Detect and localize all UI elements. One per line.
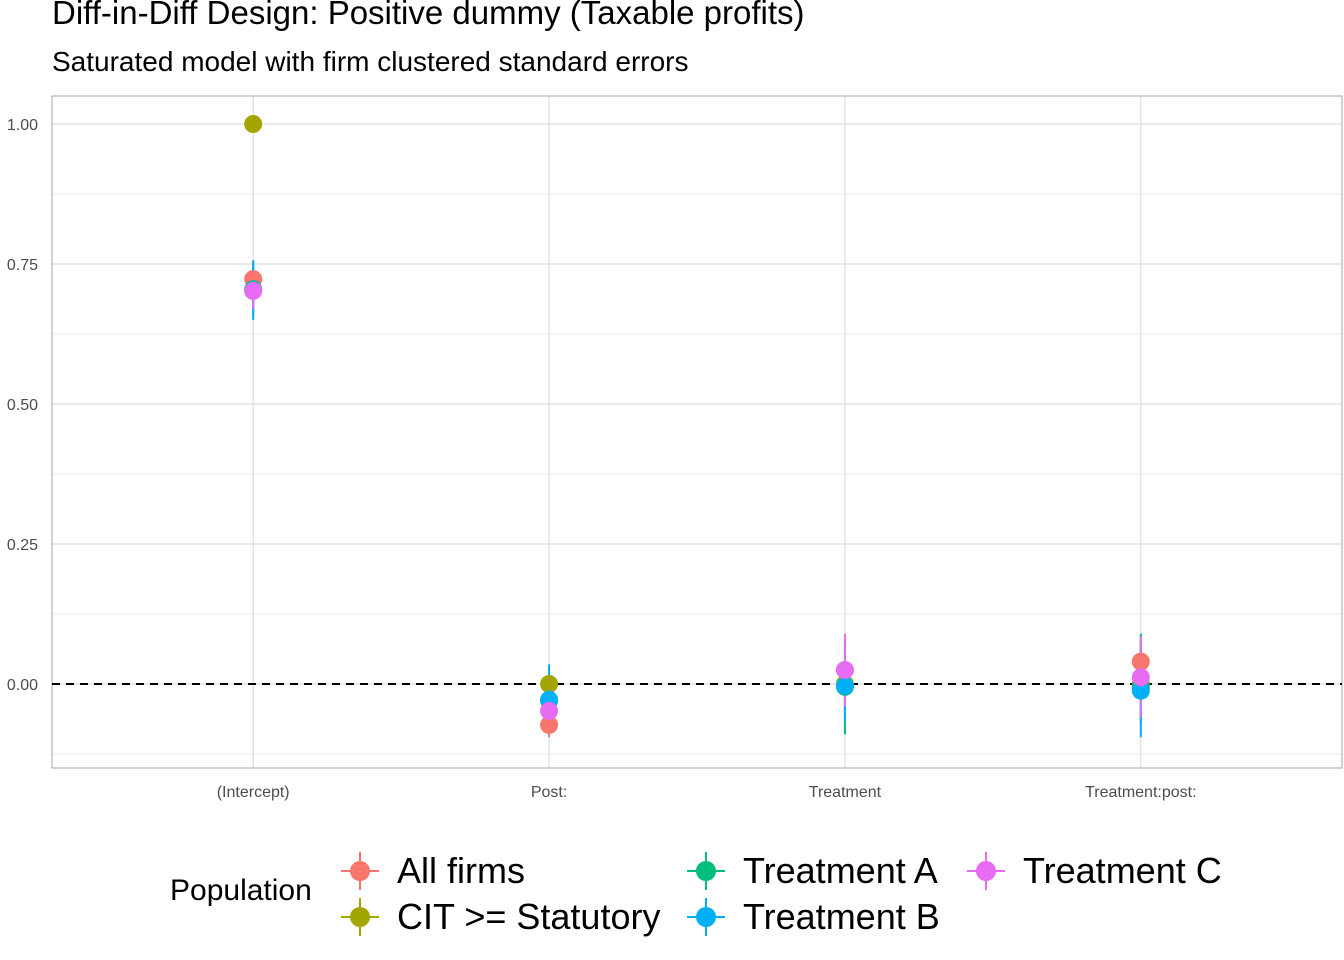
legend-title: Population <box>170 874 312 907</box>
y-tick-label: 0.75 <box>7 257 38 274</box>
data-point-cit-statutory <box>540 675 559 693</box>
legend-key-all-firms <box>341 852 379 890</box>
y-tick-label: 1.00 <box>7 117 38 134</box>
legend-item-treatment-c: Treatment C <box>963 848 1222 894</box>
legend-item-cit-statutory: CIT >= Statutory <box>337 894 660 940</box>
legend-item-all-firms: All firms <box>337 848 525 894</box>
data-point-treatment-c <box>540 701 559 720</box>
legend-key-treatment-a <box>687 852 725 890</box>
data-point-treatment-b <box>1131 681 1150 700</box>
legend-label-treatment-a: Treatment A <box>743 850 938 891</box>
y-tick-label: 0.25 <box>7 537 38 554</box>
x-tick-label: Post: <box>531 784 567 801</box>
chart-title: Diff-in-Diff Design: Positive dummy (Tax… <box>52 0 805 31</box>
legend-label-all-firms: All firms <box>397 850 525 891</box>
data-point-cit-statutory <box>244 115 263 133</box>
y-tick-label: 0.50 <box>7 397 38 414</box>
legend-label-treatment-b: Treatment B <box>743 896 940 937</box>
data-point-treatment-b <box>835 676 854 695</box>
data-point-treatment-c <box>244 281 263 300</box>
x-tick-label: (Intercept) <box>217 784 290 801</box>
panel-border <box>51 95 1343 769</box>
data-point-all-firms <box>1131 652 1150 671</box>
legend-label-cit-statutory: CIT >= Statutory <box>397 896 661 937</box>
legend-item-treatment-b: Treatment B <box>683 894 940 940</box>
y-tick-label: 0.00 <box>7 677 38 694</box>
chart-subtitle: Saturated model with firm clustered stan… <box>52 46 689 77</box>
legend-item-treatment-a: Treatment A <box>683 848 938 894</box>
data-point-all-firms <box>540 715 559 734</box>
legend-key-treatment-b <box>687 898 725 936</box>
x-tick-label: Treatment <box>809 784 882 801</box>
legend-key-treatment-c <box>967 852 1005 890</box>
x-tick-label: Treatment:post: <box>1085 784 1196 801</box>
legend-label-treatment-c: Treatment C <box>1023 850 1222 891</box>
legend-key-cit-statutory <box>341 898 379 936</box>
data-point-treatment-c <box>1131 668 1150 687</box>
data-point-treatment-c <box>835 661 854 679</box>
